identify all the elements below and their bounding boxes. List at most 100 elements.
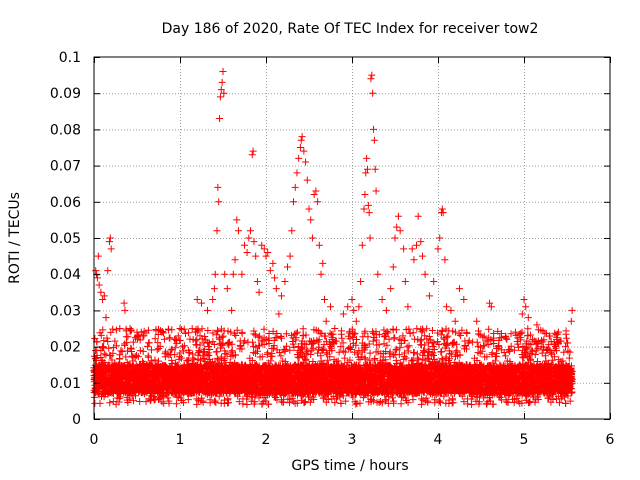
data-point	[299, 325, 307, 333]
data-point	[409, 329, 417, 337]
data-point	[277, 334, 285, 342]
data-point	[158, 328, 166, 336]
data-point	[410, 349, 418, 357]
data-point	[205, 339, 213, 347]
data-point	[219, 332, 227, 340]
data-point	[127, 347, 135, 355]
data-point	[228, 347, 236, 355]
data-point	[224, 399, 232, 407]
data-point	[206, 346, 214, 354]
data-point	[401, 349, 409, 357]
chart-title: Day 186 of 2020, Rate Of TEC Index for r…	[162, 21, 539, 37]
data-point	[204, 342, 212, 350]
data-point	[319, 345, 327, 353]
data-point	[184, 396, 192, 404]
data-point	[182, 329, 190, 337]
data-point	[388, 394, 396, 402]
data-point	[391, 334, 399, 342]
data-point	[139, 347, 147, 355]
data-point	[218, 333, 226, 341]
data-point	[214, 327, 222, 335]
data-point	[177, 354, 185, 362]
data-point	[129, 338, 137, 346]
data-point	[117, 347, 125, 355]
data-point	[227, 328, 235, 336]
data-point	[189, 354, 197, 362]
data-point	[203, 350, 211, 358]
data-point	[161, 353, 169, 361]
data-point	[109, 349, 117, 357]
data-point	[151, 356, 159, 364]
data-point	[199, 398, 207, 406]
data-point	[277, 352, 285, 360]
data-point	[249, 338, 257, 346]
data-point	[132, 351, 140, 359]
data-point	[406, 329, 414, 337]
data-point	[260, 325, 268, 333]
data-point	[171, 344, 179, 352]
data-point	[201, 332, 209, 340]
data-point	[129, 397, 137, 405]
data-point	[123, 338, 131, 346]
data-points	[90, 67, 576, 408]
data-point	[174, 362, 182, 370]
data-point	[228, 340, 236, 348]
data-point	[185, 329, 193, 337]
data-point	[136, 398, 144, 406]
data-point	[335, 348, 343, 356]
data-point	[118, 348, 126, 356]
data-point	[204, 326, 212, 334]
data-point	[179, 399, 187, 407]
data-point	[243, 400, 251, 408]
data-point	[106, 399, 114, 407]
data-point	[417, 336, 425, 344]
data-point	[167, 346, 175, 354]
data-point	[127, 327, 135, 335]
data-point	[211, 397, 219, 405]
data-point	[180, 325, 188, 333]
data-point	[164, 394, 172, 402]
data-point	[210, 340, 218, 348]
data-point	[115, 395, 123, 403]
data-point	[158, 398, 166, 406]
data-point	[233, 326, 241, 334]
data-point	[397, 400, 405, 408]
data-point	[110, 344, 118, 352]
data-point	[205, 351, 213, 359]
data-point	[165, 399, 173, 407]
data-point	[124, 399, 132, 407]
data-point	[231, 351, 239, 359]
data-point	[209, 329, 217, 337]
data-point	[221, 350, 229, 358]
data-point	[198, 325, 206, 333]
data-point	[227, 348, 235, 356]
data-point	[392, 326, 400, 334]
data-point	[190, 356, 198, 364]
data-point	[193, 336, 201, 344]
data-point	[405, 342, 413, 350]
data-point	[134, 353, 142, 361]
data-point	[195, 347, 203, 355]
data-point	[111, 337, 119, 345]
data-point	[159, 329, 167, 337]
data-point	[146, 397, 154, 405]
data-point	[176, 349, 184, 357]
data-point	[213, 348, 221, 356]
data-point	[158, 328, 166, 336]
data-point	[151, 335, 159, 343]
data-point	[366, 349, 374, 357]
data-point	[122, 353, 130, 361]
data-point	[154, 339, 162, 347]
data-point	[93, 338, 101, 346]
data-point	[160, 335, 168, 343]
data-point	[356, 399, 364, 407]
data-point	[127, 344, 135, 352]
data-point	[180, 347, 188, 355]
data-point	[409, 396, 417, 404]
data-point	[136, 347, 144, 355]
data-point	[153, 346, 161, 354]
data-point	[156, 342, 164, 350]
data-point	[171, 351, 179, 359]
data-point	[109, 325, 117, 333]
